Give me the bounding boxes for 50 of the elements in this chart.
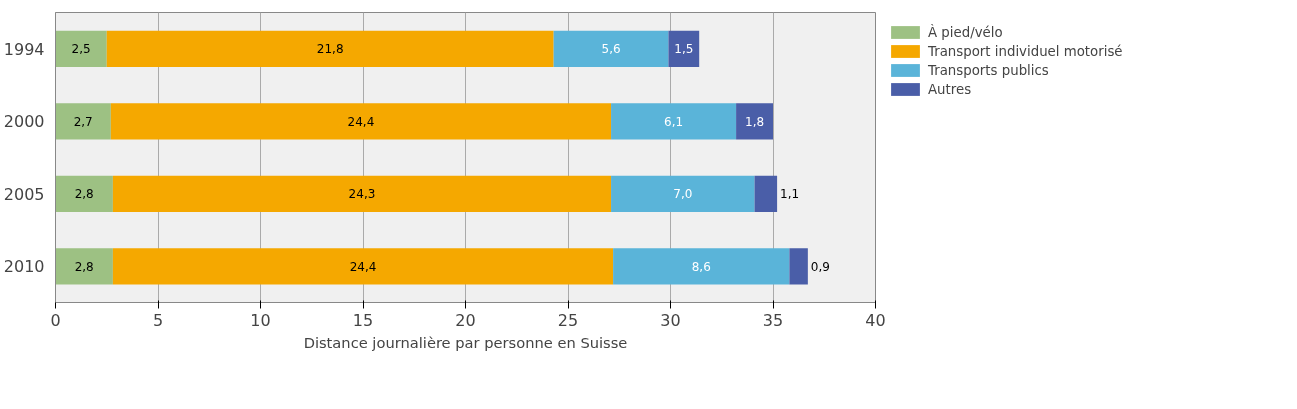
legend-label: Transport individuel motorisé — [928, 43, 1123, 59]
bar — [110, 103, 612, 140]
x-tick-label: 5 — [152, 310, 164, 330]
y-tick-label: 1994 — [3, 39, 45, 59]
data-label: 1,5 — [674, 42, 694, 57]
bar — [611, 175, 755, 212]
data-label: 2,8 — [74, 187, 94, 202]
x-tick-label: 0 — [50, 310, 61, 330]
data-label: 24,4 — [349, 259, 377, 274]
x-tick-label: 35 — [762, 310, 784, 330]
x-tick-label: 10 — [250, 310, 271, 330]
data-label: 24,3 — [348, 187, 376, 202]
legend-label: Transports publics — [928, 62, 1049, 78]
data-label: 8,6 — [691, 259, 711, 274]
y-tick-label: 2005 — [3, 184, 45, 204]
x-tick-label: 25 — [557, 310, 579, 330]
data-label: 0,9 — [810, 259, 830, 274]
bar — [55, 248, 113, 285]
bar — [611, 103, 737, 140]
bar — [789, 248, 808, 285]
bar — [112, 175, 612, 212]
data-label: 7,0 — [673, 187, 693, 202]
data-label: 6,1 — [664, 114, 684, 129]
x-tick-label: 20 — [455, 310, 476, 330]
data-label: 1,1 — [780, 187, 800, 202]
bar — [55, 175, 113, 212]
data-label: 2,5 — [71, 42, 91, 57]
bar — [112, 248, 614, 285]
data-label: 24,4 — [347, 114, 375, 129]
legend-label: Autres — [928, 81, 972, 97]
bar — [754, 175, 778, 212]
data-label: 2,7 — [73, 114, 93, 129]
data-label: 2,8 — [74, 259, 94, 274]
x-axis-title: Distance journalière par personne en Suisse — [303, 333, 628, 351]
bar — [55, 103, 111, 140]
data-label: 1,8 — [745, 114, 765, 129]
bar — [668, 30, 700, 67]
bar — [106, 30, 554, 67]
legend-label: À pied/vélo — [928, 24, 1003, 40]
x-tick-label: 15 — [352, 310, 374, 330]
x-tick-label: 30 — [660, 310, 681, 330]
x-tick-label: 40 — [865, 310, 886, 330]
y-tick-label: 2010 — [3, 257, 45, 277]
bar — [553, 30, 669, 67]
bar — [613, 248, 790, 285]
data-label: 21,8 — [316, 42, 344, 57]
y-tick-label: 2000 — [3, 112, 45, 132]
bar — [736, 103, 773, 140]
data-label: 5,6 — [601, 42, 621, 57]
bar — [55, 30, 107, 67]
